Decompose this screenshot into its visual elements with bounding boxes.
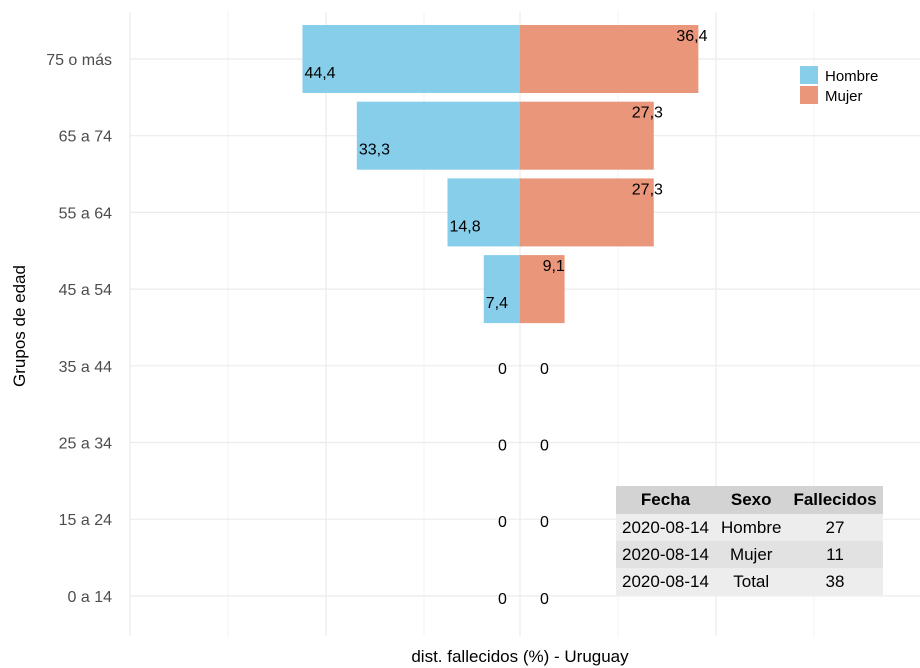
y-tick-label: 45 a 54	[59, 282, 112, 299]
legend-key-hombre	[800, 66, 818, 84]
data-label-mujer: 36,4	[676, 28, 707, 45]
data-label-hombre: 0	[498, 361, 507, 378]
summary-table-header: Fecha Sexo Fallecidos	[616, 486, 883, 514]
table-row: 2020-08-14 Mujer 11	[616, 541, 883, 568]
summary-table: Fecha Sexo Fallecidos 2020-08-14 Hombre …	[616, 486, 883, 595]
data-label-mujer: 0	[540, 361, 549, 378]
cell-sexo: Total	[714, 568, 788, 595]
data-label-hombre: 14,8	[449, 218, 480, 235]
data-label-mujer: 9,1	[543, 258, 565, 275]
header-fecha: Fecha	[616, 486, 715, 514]
data-label-mujer: 27,3	[632, 105, 663, 122]
x-axis-title: dist. fallecidos (%) - Uruguay	[411, 647, 629, 666]
y-tick-label: 15 a 24	[59, 512, 112, 529]
y-tick-labels: 75 o más 65 a 74 55 a 64 45 a 54 35 a 44 25 a…	[46, 52, 112, 606]
header-fallecidos: Fallecidos	[787, 486, 883, 514]
y-tick-label: 75 o más	[46, 52, 112, 69]
cell-fallecidos: 38	[787, 568, 883, 595]
cell-fallecidos: 27	[787, 514, 883, 541]
y-tick-label: 65 a 74	[59, 129, 112, 146]
data-label-mujer: 0	[540, 438, 549, 455]
y-tick-label: 55 a 64	[59, 205, 112, 222]
data-label-hombre: 33,3	[359, 142, 390, 159]
table-row: 2020-08-14 Hombre 27	[616, 514, 883, 541]
bar-mujer	[520, 25, 699, 93]
data-label-mujer: 0	[540, 591, 549, 608]
cell-sexo: Hombre	[714, 514, 788, 541]
bar-mujer	[520, 178, 654, 247]
data-label-hombre: 0	[498, 514, 507, 531]
legend: Hombre Mujer	[800, 66, 878, 105]
bar-mujer	[520, 255, 565, 324]
header-sexo: Sexo	[714, 486, 788, 514]
legend-label-hombre: Hombre	[825, 68, 878, 85]
y-axis-title: Grupos de edad	[10, 265, 29, 387]
data-label-mujer: 0	[540, 514, 549, 531]
y-tick-label: 25 a 34	[59, 436, 112, 453]
bar-hombre	[483, 255, 520, 324]
legend-label-mujer: Mujer	[825, 88, 863, 105]
data-label-hombre: 44,4	[304, 65, 335, 82]
data-label-hombre: 7,4	[486, 295, 508, 312]
bar-hombre	[356, 101, 520, 170]
y-tick-label: 35 a 44	[59, 359, 112, 376]
cell-fecha: 2020-08-14	[616, 541, 715, 568]
table-row: 2020-08-14 Total 38	[616, 568, 883, 595]
y-tick-label: 0 a 14	[68, 589, 113, 606]
cell-fecha: 2020-08-14	[616, 514, 715, 541]
bar-hombre	[447, 178, 520, 247]
legend-key-mujer	[800, 86, 818, 104]
data-labels: 44,4 36,4 33,3 27,3 14,8 27,3 7,4 9,1 0 0 0 0 0 0 0 0	[304, 28, 707, 608]
data-label-hombre: 0	[498, 591, 507, 608]
cell-fallecidos: 11	[787, 541, 883, 568]
data-label-mujer: 27,3	[632, 181, 663, 198]
cell-fecha: 2020-08-14	[616, 568, 715, 595]
cell-sexo: Mujer	[714, 541, 788, 568]
data-label-hombre: 0	[498, 438, 507, 455]
bar-mujer	[520, 101, 654, 170]
bar-hombre	[302, 25, 520, 93]
bars	[302, 25, 699, 324]
